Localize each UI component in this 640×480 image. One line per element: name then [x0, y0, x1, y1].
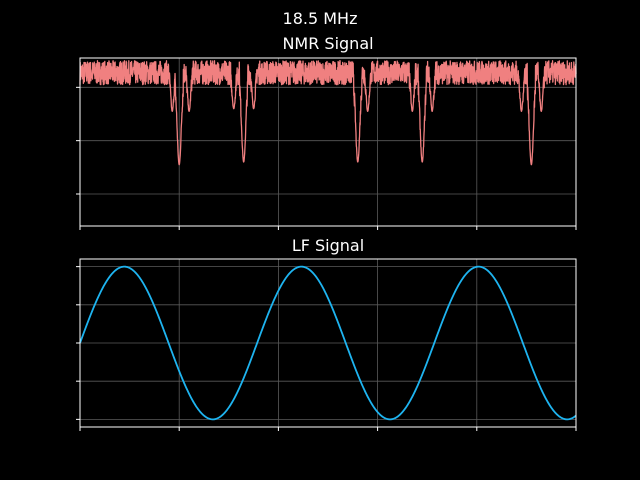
series-line — [80, 61, 576, 165]
nmr-chart-title: NMR Signal — [282, 34, 373, 53]
lf-chart-title: LF Signal — [292, 236, 364, 255]
lf-signal-axes — [76, 259, 576, 431]
figure-suptitle: 18.5 MHz — [283, 9, 358, 28]
nmr-signal-axes — [76, 58, 576, 230]
